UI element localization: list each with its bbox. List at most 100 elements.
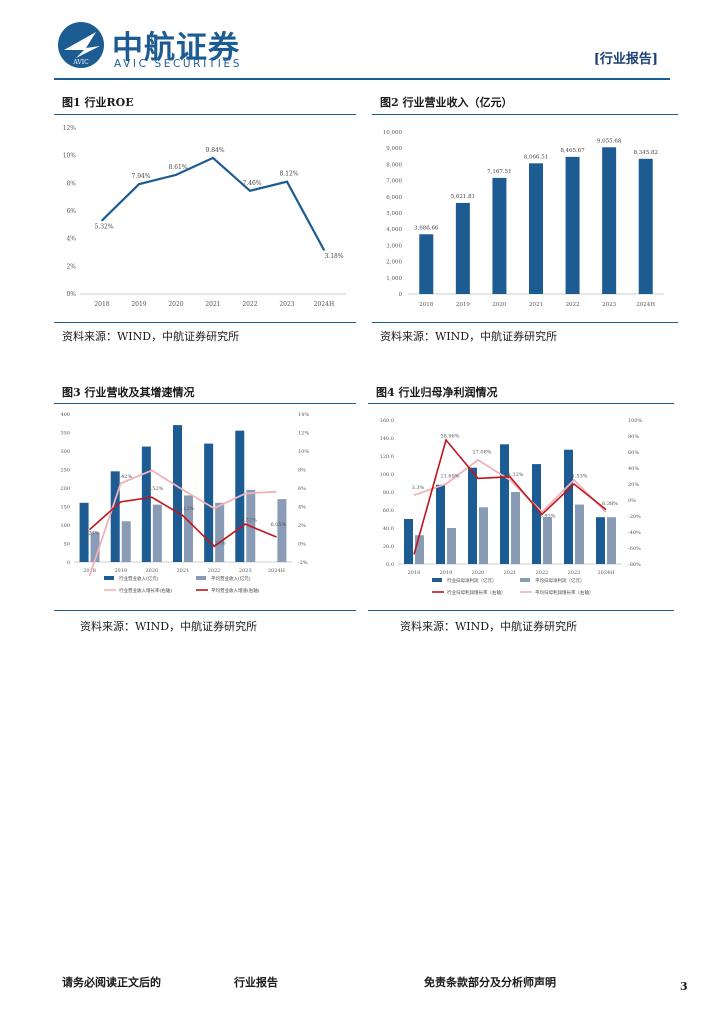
x-tick-label: 2023 xyxy=(279,301,294,308)
x-tick-label: 2019 xyxy=(440,570,453,576)
bar xyxy=(455,202,470,294)
y-tick-label: 0.0 xyxy=(386,562,394,568)
line-industry-growth xyxy=(413,438,607,555)
figure-3-title-rule xyxy=(54,403,356,404)
y-tick-label: 0 xyxy=(399,292,403,298)
y-tick-label: 8,000 xyxy=(386,162,402,168)
y2-tick-label: 14% xyxy=(298,412,309,418)
y-tick-label: 400 xyxy=(60,412,70,418)
x-tick-label: 2018 xyxy=(83,568,96,574)
y2-tick-label: 4% xyxy=(298,505,306,511)
y-tick-label: 2,000 xyxy=(386,260,402,266)
legend-swatch xyxy=(432,578,442,582)
y2-tick-label: 0% xyxy=(628,498,636,504)
figure-1-title: 图1 行业ROE xyxy=(62,96,134,109)
y2-tick-label: 20% xyxy=(628,482,639,488)
y2-tick-label: -20% xyxy=(628,514,641,520)
figure-1-title-rule xyxy=(54,114,356,115)
data-label: 38.96% xyxy=(440,434,459,440)
data-label: 8,345.82 xyxy=(633,150,658,156)
y-tick-label: 1,000 xyxy=(386,276,402,282)
y-tick-label: 4% xyxy=(66,236,76,243)
bar-average-revenue xyxy=(152,504,162,562)
bar-industry-revenue xyxy=(141,446,151,562)
x-tick-label: 2021 xyxy=(177,568,190,574)
y2-tick-label: -40% xyxy=(628,530,641,536)
data-point xyxy=(175,174,177,176)
bar-average-revenue xyxy=(90,532,100,562)
x-tick-label: 2021 xyxy=(504,570,517,576)
figure-4-title: 图4 行业归母净利润情况 xyxy=(376,386,498,399)
figure-2-source: 资料来源：WIND，中航证券研究所 xyxy=(380,330,558,343)
y-tick-label: 12% xyxy=(63,125,77,132)
figure-1-chart: 0% 2% 4% 6% 8% 10% 12% 2018 2019 2020 2021 2022 2023… xyxy=(63,125,346,308)
y-tick-label: 120.0 xyxy=(380,454,394,460)
bar-industry-profit xyxy=(532,464,541,564)
y-tick-label: 200 xyxy=(60,486,70,492)
header-rule xyxy=(54,78,670,80)
y2-tick-label: 2% xyxy=(298,523,306,529)
data-label: 31.42% xyxy=(113,474,132,480)
x-tick-label: 2019 xyxy=(456,302,470,308)
x-tick-label: 2018 xyxy=(408,570,421,576)
data-label: 8.61% xyxy=(168,164,187,171)
y-tick-label: 3,000 xyxy=(386,243,402,249)
y2-tick-label: 80% xyxy=(628,434,639,440)
bar xyxy=(602,147,617,294)
legend-label: 行业归母净利润（亿元） xyxy=(447,577,497,584)
line-average-growth xyxy=(89,496,277,548)
line-industry-growth xyxy=(88,469,277,577)
y-tick-label: 6,000 xyxy=(386,195,402,201)
figure-4-chart: 0.0 20.0 40.0 60.0 80.0 100.0 120.0 140.0 160.0 -… xyxy=(380,418,643,596)
y2-tick-label: 0% xyxy=(298,542,306,548)
bar-industry-revenue xyxy=(110,471,120,562)
figure-2-chart: 0 1,000 2,000 3,000 4,000 5,000 6,000 7,000 8,00… xyxy=(383,130,664,308)
data-label: 8,066.51 xyxy=(524,154,549,160)
data-label: 7.46% xyxy=(242,180,261,187)
figure-3-bottom-rule xyxy=(54,610,356,611)
logo-mark-text: AVIC xyxy=(72,59,89,66)
y2-tick-label: 60% xyxy=(628,450,639,456)
bar-industry-revenue xyxy=(79,502,89,562)
legend-label: 行业营业收入(亿元) xyxy=(119,575,159,582)
x-tick-label: 2022 xyxy=(242,301,257,308)
x-tick-label: 2024H xyxy=(314,301,335,308)
line-average-growth xyxy=(413,458,607,514)
y-tick-label: 160.0 xyxy=(380,418,394,424)
bar-industry-profit xyxy=(468,467,477,564)
data-point xyxy=(249,190,251,192)
figure-2-title: 图2 行业营业收入（亿元） xyxy=(380,96,513,109)
x-tick-label: 2024H xyxy=(636,302,655,308)
header: AVIC 中航证券 AVIC SECURITIES [行业报告] xyxy=(0,0,724,82)
footer-mid: 行业报告 xyxy=(234,976,278,989)
bar-average-profit xyxy=(575,504,584,564)
y-tick-label: 50 xyxy=(64,542,70,548)
data-label: 11.53% xyxy=(568,474,587,480)
bar-industry-profit xyxy=(564,449,573,564)
figure-4-source: 资料来源：WIND，中航证券研究所 xyxy=(400,620,578,633)
x-tick-label: 2021 xyxy=(205,301,220,308)
bar xyxy=(529,163,543,294)
legend-label: 行业归母利润增长率（右轴） xyxy=(447,589,506,596)
y-tick-label: 140.0 xyxy=(380,436,394,442)
y-tick-label: 7,000 xyxy=(386,179,402,185)
legend-label: 平均归母净利润（亿元） xyxy=(535,577,585,584)
data-label: 6.05% xyxy=(270,522,286,528)
x-tick-label: 2020 xyxy=(145,568,158,574)
data-label: 7,167.51 xyxy=(487,169,512,175)
bar-average-revenue xyxy=(277,499,287,562)
footer-right: 免责条款部分及分析师声明 xyxy=(424,976,556,989)
bar-industry-profit xyxy=(596,517,605,564)
bar-industry-revenue xyxy=(173,425,182,562)
logo-emblem: AVIC xyxy=(58,22,104,68)
figure-4-title-rule xyxy=(368,403,674,404)
data-label: 3.18% xyxy=(324,253,343,260)
legend-label: 平均归母利润增长率（右轴） xyxy=(535,589,594,596)
figure-2-bottom-rule xyxy=(372,322,678,323)
logo-en: AVIC SECURITIES xyxy=(114,58,242,70)
legend-swatch xyxy=(520,578,530,582)
x-tick-label: 2020 xyxy=(492,302,506,308)
y-tick-label: 9,000 xyxy=(386,146,402,152)
y-tick-label: 100.0 xyxy=(380,472,394,478)
x-tick-label: 2021 xyxy=(529,302,543,308)
